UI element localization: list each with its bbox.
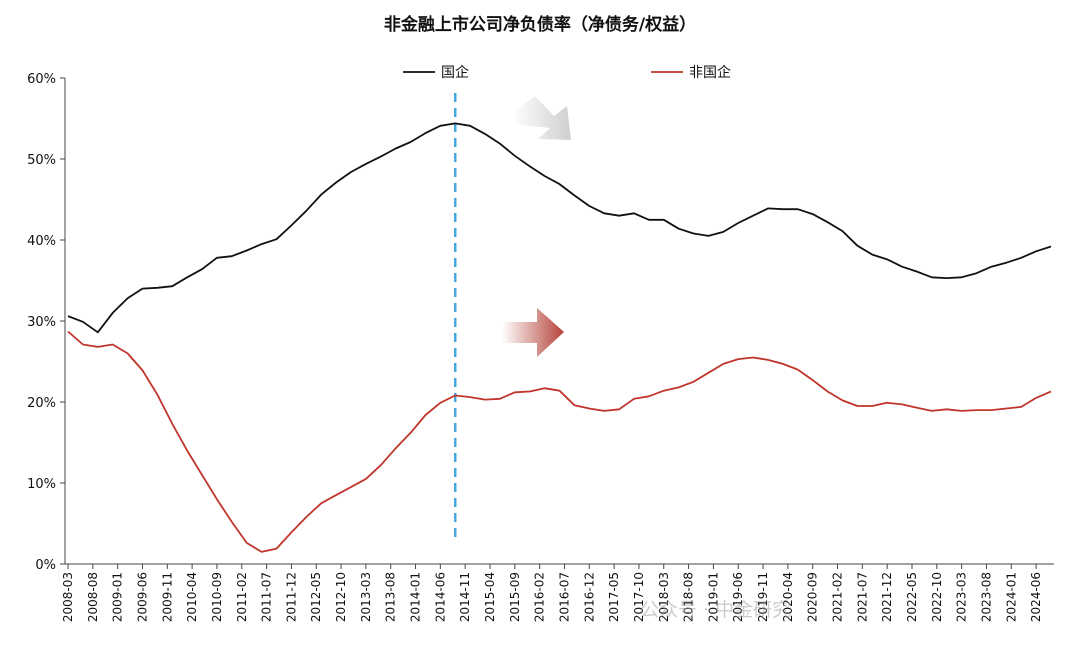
y-tick-label: 10%: [27, 477, 56, 492]
x-tick-label: 2008-08: [86, 572, 100, 622]
x-tick-label: 2014-01: [409, 572, 423, 622]
legend-label-1: 国企: [441, 64, 469, 81]
x-tick-label: 2014-06: [433, 572, 447, 622]
y-tick-label: 20%: [27, 396, 56, 411]
x-tick-label: 2022-05: [905, 572, 919, 622]
legend-label-2: 非国企: [689, 64, 731, 81]
downtrend-arrow: [512, 96, 571, 140]
x-tick-label: 2011-07: [260, 572, 274, 622]
y-tick-label: 50%: [27, 153, 56, 168]
x-tick-label: 2012-05: [309, 572, 323, 622]
series-line-1: [67, 122, 1052, 334]
x-tick-label: 2010-04: [185, 572, 199, 622]
x-tick-label: 2023-08: [979, 572, 993, 622]
y-tick-label: 60%: [27, 72, 56, 87]
x-tick-label: 2021-02: [831, 572, 845, 622]
series-line-2: [67, 330, 1052, 553]
x-tick-label: 2024-01: [1004, 572, 1018, 622]
x-tick-label: 2019-06: [731, 572, 745, 622]
x-tick-label: 2016-12: [582, 572, 596, 622]
x-tick-label: 2019-11: [756, 572, 770, 622]
x-tick-label: 2018-03: [657, 572, 671, 622]
x-tick-label: 2016-07: [557, 572, 571, 622]
x-tick-label: 2024-06: [1029, 572, 1043, 622]
x-tick-label: 2009-06: [135, 572, 149, 622]
x-tick-label: 2009-01: [111, 572, 125, 622]
x-tick-label: 2015-04: [483, 572, 497, 622]
x-tick-label: 2008-03: [61, 572, 75, 622]
x-tick-label: 2010-09: [210, 572, 224, 622]
x-tick-label: 2022-10: [930, 572, 944, 622]
x-tick-label: 2011-12: [284, 572, 298, 622]
x-tick-label: 2020-09: [806, 572, 820, 622]
x-tick-label: 2015-09: [508, 572, 522, 622]
x-tick-label: 2011-02: [235, 572, 249, 622]
x-tick-label: 2016-02: [533, 572, 547, 622]
x-tick-label: 2012-10: [334, 572, 348, 622]
x-tick-label: 2009-11: [160, 572, 174, 622]
x-tick-label: 2020-04: [781, 572, 795, 622]
x-tick-label: 2019-01: [706, 572, 720, 622]
x-tick-label: 2021-12: [880, 572, 894, 622]
x-tick-label: 2017-10: [632, 572, 646, 622]
x-tick-label: 2013-03: [359, 572, 373, 622]
y-tick-label: 0%: [35, 558, 56, 573]
y-tick-label: 30%: [27, 315, 56, 330]
watermark-text: 公众号 · 中金研究: [640, 599, 791, 621]
x-tick-label: 2023-03: [955, 572, 969, 622]
x-tick-label: 2018-08: [682, 572, 696, 622]
x-tick-label: 2013-08: [384, 572, 398, 622]
chart-title: 非金融上市公司净负债率（净债务/权益）: [383, 15, 697, 35]
x-tick-label: 2017-05: [607, 572, 621, 622]
x-tick-label: 2014-11: [458, 572, 472, 622]
y-tick-label: 40%: [27, 234, 56, 249]
flat-trend-arrow: [502, 308, 564, 357]
x-tick-label: 2021-07: [855, 572, 869, 622]
